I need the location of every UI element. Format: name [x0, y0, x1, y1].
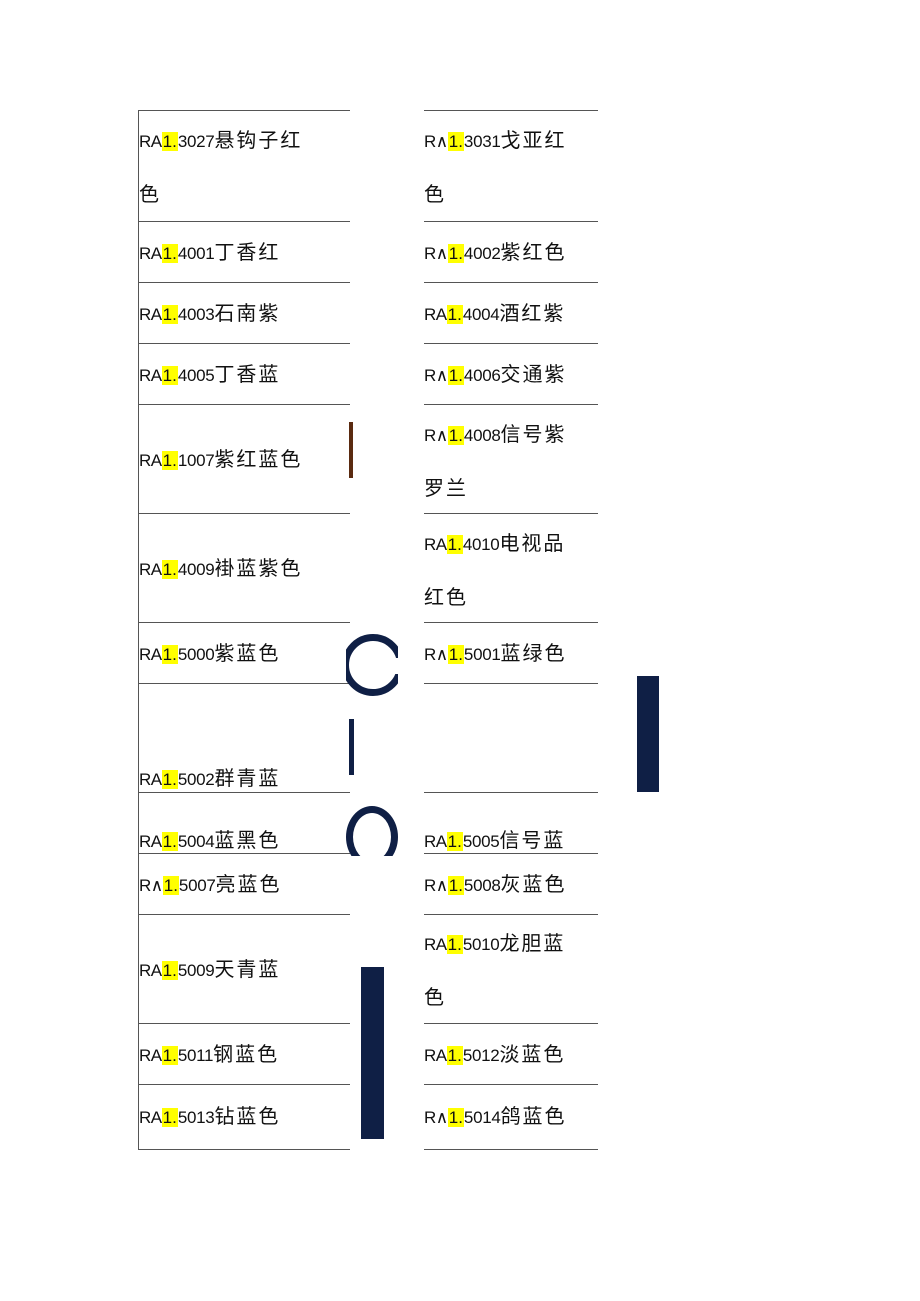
left-rule: [138, 282, 350, 283]
right-rule: [424, 282, 598, 283]
left-rule: [138, 513, 350, 514]
color-entry: RA1.5013钻蓝色: [139, 1104, 281, 1128]
navy-swatch-bar-right: [637, 676, 659, 792]
color-entry: R∧1.5007亮蓝色: [139, 872, 282, 896]
color-entry: R∧1.4006交通紫: [424, 362, 567, 386]
color-entry: RA1.4009褂蓝紫色: [139, 556, 303, 580]
color-entry: RA1.1007紫红蓝色: [139, 447, 303, 471]
right-rule: [424, 914, 598, 915]
color-entry: RA1.3027悬钩子红色: [139, 128, 303, 206]
color-entry: RA1.5004蓝黑色: [139, 828, 281, 852]
right-rule: [424, 221, 598, 222]
color-entry: R∧1.5008灰蓝色: [424, 872, 567, 896]
navy-swatch-bar: [361, 967, 384, 1139]
color-entry: RA1.4001丁香红: [139, 240, 281, 264]
color-entry: RA1.4004酒红紫: [424, 301, 566, 325]
right-rule: [424, 110, 598, 111]
color-entry: RA1.5002群青蓝: [139, 766, 281, 790]
navy-thin-bar: [349, 719, 354, 775]
right-rule: [424, 513, 598, 514]
color-entry: R∧1.4008信号紫 罗兰: [424, 422, 567, 500]
left-rule: [138, 1023, 350, 1024]
color-entry: RA1.4010电视品 红色: [424, 531, 566, 609]
right-rule: [424, 853, 598, 854]
right-rule: [424, 622, 598, 623]
brown-swatch-bar: [349, 422, 353, 478]
color-entry: RA1.4003石南紫: [139, 301, 281, 325]
right-rule: [424, 683, 598, 684]
right-rule: [424, 404, 598, 405]
color-entry: RA1.5005信号蓝: [424, 828, 566, 852]
navy-c-glyph: [346, 634, 398, 696]
color-entry: RA1.5000紫蓝色: [139, 641, 281, 665]
left-rule: [138, 110, 350, 111]
left-rule: [138, 792, 350, 793]
color-entry: RA1.4005丁香蓝: [139, 362, 281, 386]
right-rule: [424, 1149, 598, 1150]
navy-o-glyph: [346, 806, 398, 856]
color-entry: RA1.5012淡蓝色: [424, 1042, 566, 1066]
color-entry: RA1.5010龙胆蓝色: [424, 931, 566, 1009]
left-rule: [138, 221, 350, 222]
left-rule: [138, 1149, 350, 1150]
color-entry: RA1.5011钢蓝色: [139, 1042, 280, 1066]
right-rule: [424, 1023, 598, 1024]
left-rule: [138, 914, 350, 915]
color-entry: RA1.5009天青蓝: [139, 957, 281, 981]
color-entry: R∧1.4002紫红色: [424, 240, 567, 264]
left-column-border: [138, 110, 139, 1149]
right-rule: [424, 343, 598, 344]
left-rule: [138, 853, 350, 854]
color-entry: R∧1.3031戈亚红色: [424, 128, 567, 206]
left-rule: [138, 1084, 350, 1085]
right-rule: [424, 792, 598, 793]
right-rule: [424, 1084, 598, 1085]
left-rule: [138, 683, 350, 684]
left-rule: [138, 622, 350, 623]
left-rule: [138, 343, 350, 344]
color-entry: R∧1.5001蓝绿色: [424, 641, 567, 665]
color-entry: R∧1.5014鸽蓝色: [424, 1104, 567, 1128]
left-rule: [138, 404, 350, 405]
